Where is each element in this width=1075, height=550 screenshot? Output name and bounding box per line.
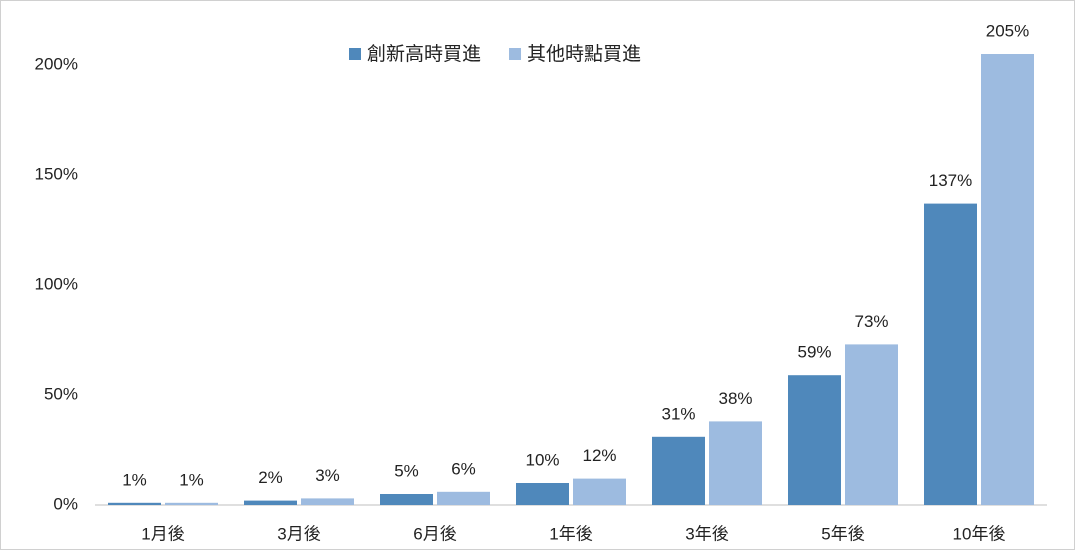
y-tick-label: 150% [35, 164, 78, 183]
value-label: 5% [394, 461, 419, 480]
x-tick-label: 1月後 [141, 524, 184, 543]
bar [652, 436, 705, 505]
value-label: 137% [929, 171, 972, 190]
value-label: 6% [451, 459, 476, 478]
value-label: 2% [258, 468, 283, 487]
x-tick-label: 3年後 [685, 524, 728, 543]
bar [924, 203, 977, 505]
bar [709, 421, 762, 505]
legend-label: 創新高時買進 [367, 43, 481, 65]
bar [165, 502, 218, 505]
bar [845, 344, 898, 505]
x-tick-label: 3月後 [277, 524, 320, 543]
value-label: 59% [797, 343, 831, 362]
bar [380, 494, 433, 505]
y-tick-label: 200% [35, 54, 78, 73]
value-label: 73% [854, 312, 888, 331]
legend-label: 其他時點買進 [527, 43, 641, 65]
value-label: 38% [718, 389, 752, 408]
value-label: 3% [315, 466, 340, 485]
y-tick-label: 100% [35, 274, 78, 293]
y-tick-label: 50% [44, 384, 78, 403]
legend-swatch [509, 48, 522, 60]
value-label: 1% [122, 470, 147, 489]
x-tick-label: 5年後 [821, 524, 864, 543]
value-label: 1% [179, 470, 204, 489]
bar [981, 54, 1034, 505]
bar [516, 483, 569, 505]
bar [573, 478, 626, 505]
legend-swatch [349, 48, 361, 60]
x-tick-label: 10年後 [953, 524, 1006, 543]
bar [788, 375, 841, 505]
x-tick-label: 1年後 [549, 524, 592, 543]
bar [437, 491, 490, 505]
value-label: 12% [582, 446, 616, 465]
y-tick-label: 0% [53, 494, 78, 513]
bar [301, 498, 354, 505]
value-label: 205% [986, 21, 1029, 40]
value-label: 10% [525, 450, 559, 469]
bar [244, 500, 297, 505]
value-label: 31% [661, 404, 695, 423]
bar [108, 502, 161, 505]
x-tick-label: 6月後 [413, 524, 456, 543]
